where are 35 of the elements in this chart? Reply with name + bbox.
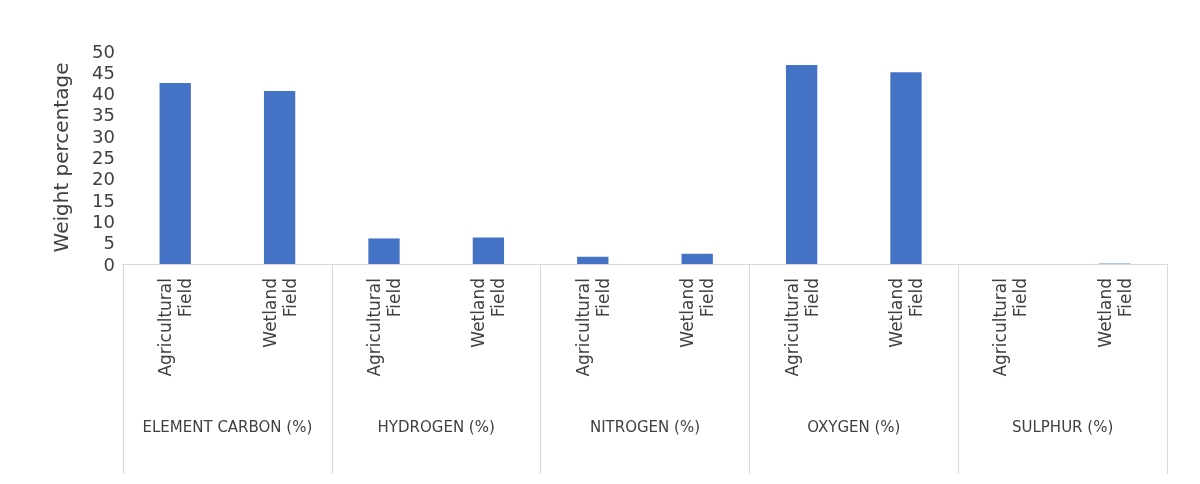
x-tick-label: Wetland Field [259, 278, 300, 348]
y-tick-label: 0 [103, 253, 115, 275]
x-tick-label: Wetland Field [677, 278, 718, 348]
y-tick-label: 15 [92, 189, 115, 211]
x-tick-label: Agricultural Field [781, 278, 822, 377]
text: HYDROGEN (%) [377, 418, 495, 436]
bar [577, 256, 609, 264]
bar [785, 65, 818, 264]
x-tick-label: Agricultural Field [155, 278, 196, 377]
bar [472, 237, 505, 264]
y-tick-label: 25 [92, 147, 115, 168]
y-tick-label: 10 [92, 210, 115, 232]
y-tick-label: 30 [92, 125, 115, 147]
text: NITROGEN (%) [589, 418, 701, 436]
x-tick-label: Agricultural Field [364, 278, 404, 377]
y-tick-label: 40 [92, 83, 115, 105]
bar [890, 72, 922, 264]
x-tick-label: Agricultural Field [572, 278, 613, 377]
y-axis-title: Weight percentage [49, 62, 73, 253]
x-tick-label: Wetland Field [468, 278, 509, 348]
y-tick-label: 20 [92, 168, 115, 190]
text: SULPHUR (%) [1011, 418, 1114, 436]
x-tick-label: Wetland Field [886, 278, 926, 348]
y-tick-label: 45 [92, 61, 115, 83]
text: ELEMENT CARBON (%) [142, 418, 313, 436]
bar [681, 253, 713, 264]
y-tick-label: 5 [103, 232, 115, 254]
x-tick-label: Wetland Field [1094, 278, 1135, 348]
y-tick-label: 50 [92, 40, 115, 62]
y-tick-label: 35 [92, 104, 115, 126]
bar [159, 82, 191, 264]
bar [263, 91, 296, 264]
text: OXYGEN (%) [807, 418, 901, 436]
bar [368, 238, 400, 264]
x-tick-label: Agricultural Field [990, 278, 1031, 377]
